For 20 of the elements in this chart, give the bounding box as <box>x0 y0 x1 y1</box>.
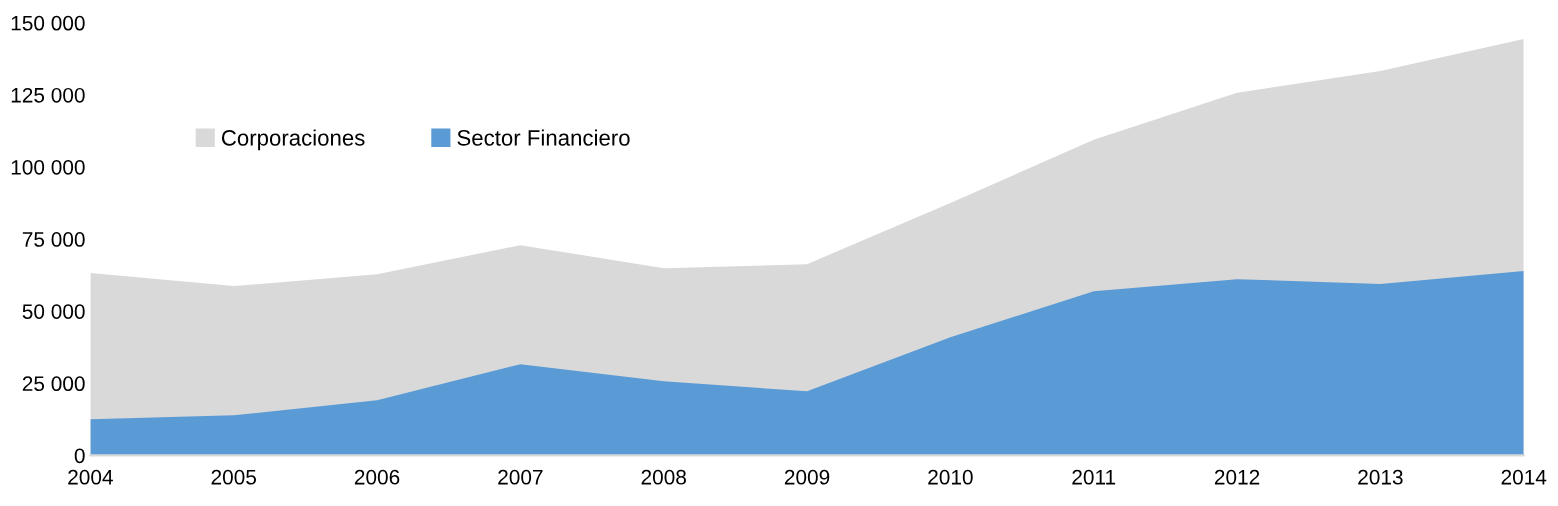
x-tick-label: 2004 <box>68 469 113 485</box>
x-tick-label: 2012 <box>1214 469 1260 485</box>
y-tick-label: 50 000 <box>22 304 85 319</box>
legend-label: Sector Financiero <box>457 129 630 146</box>
y-tick-label: 0 <box>74 448 85 464</box>
y-tick-label: 75 000 <box>22 232 85 247</box>
x-tick-label: 2011 <box>1072 469 1116 485</box>
x-tick-label: 2010 <box>928 469 973 485</box>
x-tick-label: 2005 <box>211 469 256 485</box>
y-tick-label: 100 000 <box>11 159 85 175</box>
x-tick-label: 2009 <box>784 469 830 485</box>
x-tick-label: 2013 <box>1358 469 1403 485</box>
x-tick-label: 2014 <box>1501 469 1547 485</box>
legend-label: Corporaciones <box>221 129 365 151</box>
y-tick-label: 125 000 <box>11 87 85 103</box>
y-tick-label: 25 000 <box>22 376 85 392</box>
x-tick-label: 2008 <box>641 469 686 485</box>
x-tick-label: 2006 <box>354 469 400 485</box>
x-tick-label: 2007 <box>498 469 543 485</box>
y-tick-label: 150 000 <box>11 15 85 31</box>
